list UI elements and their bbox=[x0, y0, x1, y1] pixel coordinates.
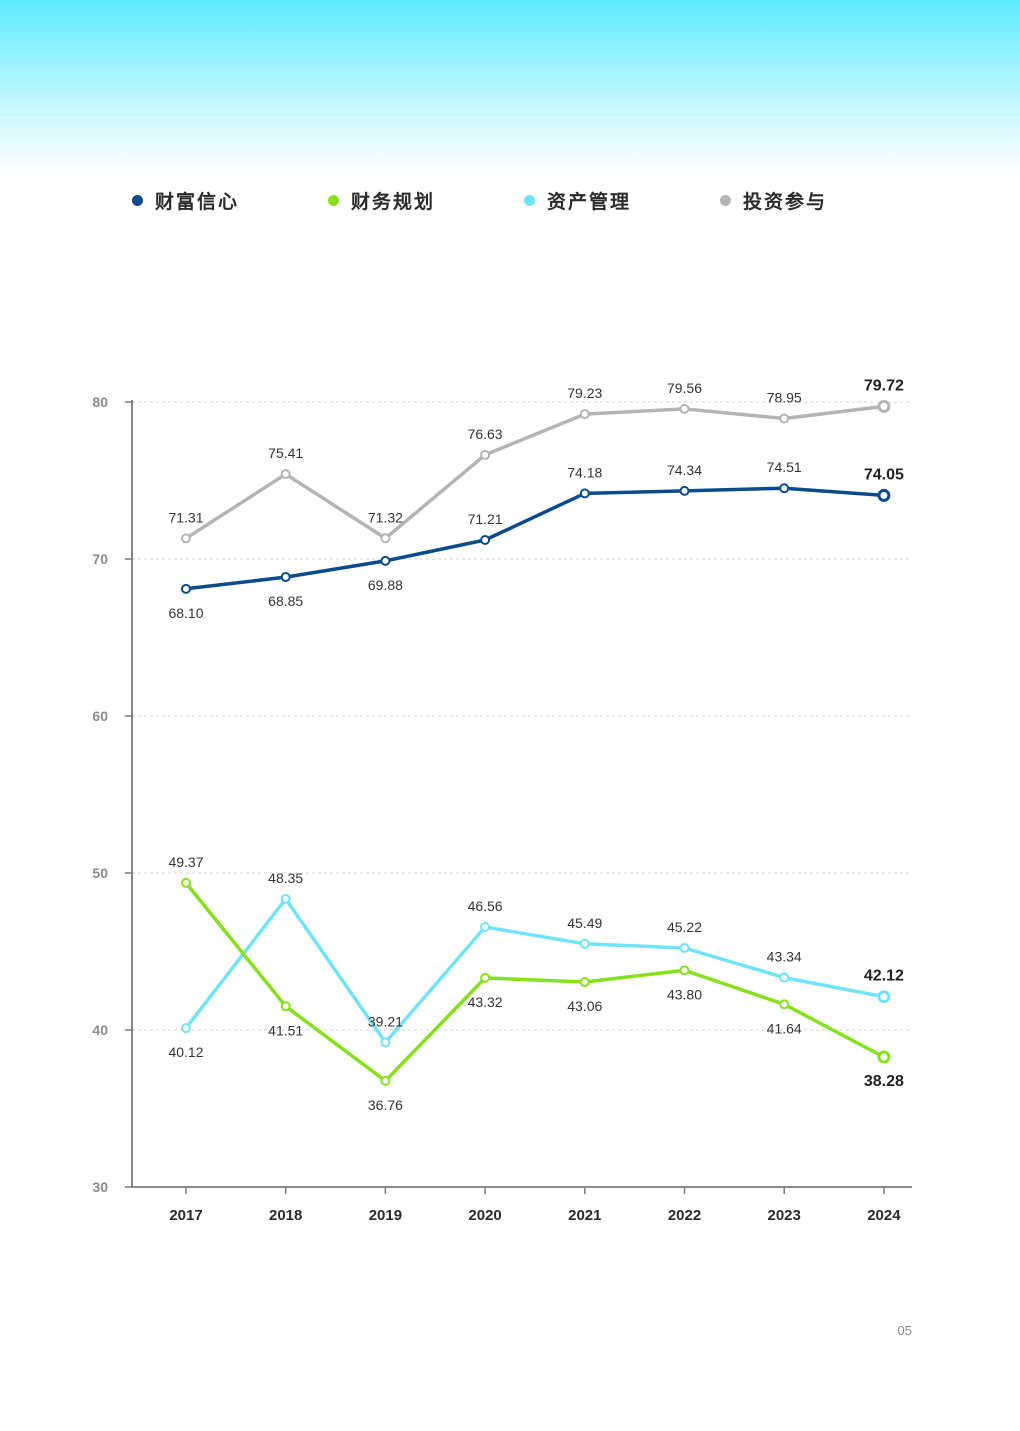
data-label-s2-0: 40.12 bbox=[168, 1044, 203, 1060]
data-label-s0-5: 74.34 bbox=[667, 462, 702, 478]
data-point-s0-6 bbox=[779, 483, 790, 494]
data-label-s1-5: 43.80 bbox=[667, 986, 702, 1002]
data-point-s1-3 bbox=[480, 972, 491, 983]
data-label-s3-6: 78.95 bbox=[767, 389, 802, 405]
data-label-s0-2: 69.88 bbox=[368, 577, 403, 593]
legend-item-investment-participation: 投资参与 bbox=[720, 184, 827, 216]
data-point-s3-7 bbox=[877, 399, 891, 413]
y-tick-label-60: 60 bbox=[92, 708, 108, 724]
data-point-s2-4 bbox=[579, 938, 590, 949]
legend-swatch-financial-planning bbox=[328, 194, 339, 206]
data-label-s1-7: 38.28 bbox=[864, 1073, 904, 1090]
x-tick-label-2017: 2017 bbox=[169, 1207, 202, 1224]
x-tick-label-2021: 2021 bbox=[568, 1207, 601, 1224]
legend-label-asset-management: 资产管理 bbox=[547, 190, 632, 213]
legend-label-wealth-confidence: 财富信心 bbox=[155, 190, 240, 213]
series-line-3 bbox=[184, 404, 886, 541]
data-point-s2-2 bbox=[380, 1037, 391, 1048]
series-line-2 bbox=[184, 897, 886, 1045]
legend-label-investment-participation: 投资参与 bbox=[743, 190, 828, 213]
data-point-s3-4 bbox=[579, 409, 590, 420]
data-label-s3-0: 71.31 bbox=[168, 509, 203, 525]
data-point-s2-7 bbox=[877, 990, 891, 1004]
data-label-s2-1: 48.35 bbox=[268, 870, 303, 886]
data-label-s1-1: 41.51 bbox=[268, 1022, 303, 1038]
data-point-s0-5 bbox=[679, 485, 690, 496]
legend-item-asset-management: 资产管理 bbox=[524, 184, 631, 216]
x-tick-label-2022: 2022 bbox=[668, 1207, 701, 1224]
series-line-0 bbox=[184, 486, 886, 591]
data-point-s0-7 bbox=[877, 488, 891, 502]
chart-legend: 财富信心 财务规划 资产管理 投资参与 bbox=[132, 184, 892, 216]
series-line-1 bbox=[184, 881, 886, 1083]
data-label-s0-1: 68.85 bbox=[268, 593, 303, 609]
x-tick-label-2024: 2024 bbox=[867, 1207, 901, 1224]
legend-item-financial-planning: 财务规划 bbox=[328, 184, 435, 216]
legend-swatch-investment-participation bbox=[720, 194, 731, 206]
data-point-s3-3 bbox=[480, 449, 491, 460]
data-label-s1-2: 36.76 bbox=[368, 1097, 403, 1113]
data-point-s1-7 bbox=[877, 1050, 891, 1064]
data-point-s3-1 bbox=[280, 469, 291, 480]
data-label-s0-3: 71.21 bbox=[468, 511, 503, 527]
data-label-s2-3: 46.56 bbox=[468, 898, 503, 914]
data-label-s3-7: 79.72 bbox=[864, 377, 904, 394]
y-tick-label-70: 70 bbox=[92, 551, 108, 567]
data-point-s0-1 bbox=[280, 572, 291, 583]
data-label-s2-7: 42.12 bbox=[864, 968, 904, 985]
x-tick-label-2018: 2018 bbox=[269, 1207, 302, 1224]
data-point-s1-4 bbox=[579, 976, 590, 987]
y-tick-label-40: 40 bbox=[92, 1022, 108, 1038]
data-label-s1-0: 49.37 bbox=[168, 854, 203, 870]
data-point-s0-4 bbox=[579, 488, 590, 499]
data-point-s1-1 bbox=[280, 1001, 291, 1012]
data-label-s1-3: 43.32 bbox=[468, 994, 503, 1010]
data-label-s3-1: 75.41 bbox=[268, 445, 303, 461]
y-tick-label-80: 80 bbox=[92, 394, 108, 410]
data-point-s1-2 bbox=[380, 1075, 391, 1086]
y-tick-label-30: 30 bbox=[92, 1179, 108, 1195]
data-point-s1-0 bbox=[181, 877, 191, 888]
data-point-s0-0 bbox=[181, 583, 191, 594]
data-label-s1-6: 41.64 bbox=[767, 1020, 802, 1036]
legend-swatch-wealth-confidence bbox=[132, 194, 143, 206]
data-label-s0-6: 74.51 bbox=[767, 459, 802, 475]
legend-label-financial-planning: 财务规划 bbox=[351, 190, 436, 213]
data-point-s3-5 bbox=[679, 403, 690, 414]
data-label-s3-3: 76.63 bbox=[468, 426, 503, 442]
data-label-s0-0: 68.10 bbox=[168, 605, 203, 621]
data-point-s2-3 bbox=[480, 922, 491, 933]
data-point-s3-2 bbox=[380, 533, 391, 544]
data-point-s0-2 bbox=[380, 555, 391, 566]
page-number: 05 bbox=[897, 1323, 912, 1338]
data-point-s3-0 bbox=[181, 533, 191, 544]
header-gradient-band bbox=[0, 0, 1020, 175]
data-point-s0-3 bbox=[480, 535, 491, 546]
data-label-s0-7: 74.05 bbox=[864, 466, 904, 483]
x-tick-label-2019: 2019 bbox=[369, 1207, 402, 1224]
data-point-s2-5 bbox=[679, 943, 690, 954]
data-point-s2-6 bbox=[779, 972, 790, 983]
data-label-s2-5: 45.22 bbox=[667, 919, 702, 935]
data-label-s2-2: 39.21 bbox=[368, 1013, 403, 1029]
data-point-s2-1 bbox=[280, 893, 291, 904]
data-point-s2-0 bbox=[181, 1023, 191, 1034]
data-point-s3-6 bbox=[779, 413, 790, 424]
data-point-s1-6 bbox=[779, 999, 790, 1010]
y-tick-label-50: 50 bbox=[92, 865, 108, 881]
legend-item-wealth-confidence: 财富信心 bbox=[132, 184, 239, 216]
data-label-s3-4: 79.23 bbox=[567, 385, 602, 401]
data-label-s1-4: 43.06 bbox=[567, 998, 602, 1014]
x-tick-label-2023: 2023 bbox=[768, 1207, 801, 1224]
data-label-s3-2: 71.32 bbox=[368, 509, 403, 525]
data-label-s0-4: 74.18 bbox=[567, 464, 602, 480]
legend-swatch-asset-management bbox=[524, 194, 535, 206]
data-label-s2-6: 43.34 bbox=[767, 949, 802, 965]
data-label-s2-4: 45.49 bbox=[567, 915, 602, 931]
data-point-s1-5 bbox=[679, 965, 690, 976]
data-label-s3-5: 79.56 bbox=[667, 380, 702, 396]
x-tick-label-2020: 2020 bbox=[468, 1207, 501, 1224]
